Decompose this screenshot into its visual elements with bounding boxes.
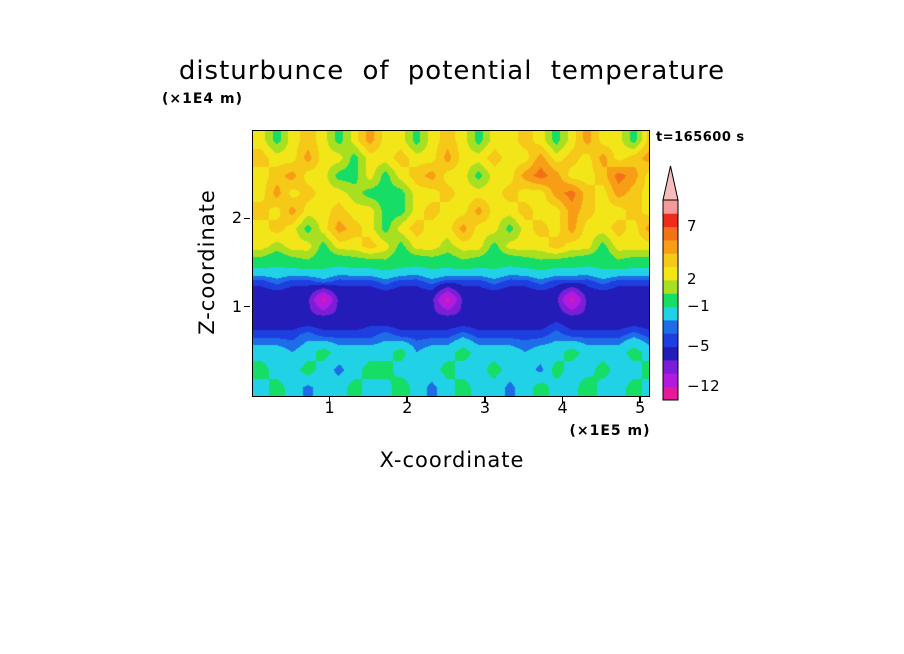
colorbar-segment	[663, 360, 678, 374]
colorbar-segment	[663, 320, 678, 334]
colorbar-segment	[663, 293, 678, 308]
y-axis-units-label: (×1E4 m)	[162, 91, 244, 107]
colorbar-level-label: −12	[687, 376, 721, 395]
colorbar-segment	[663, 253, 678, 268]
plot-area	[252, 130, 650, 397]
contour-field-canvas	[253, 131, 649, 396]
y-tick-label: 1	[231, 296, 242, 316]
colorbar-segment	[663, 373, 678, 388]
colorbar-outline	[662, 199, 679, 401]
x-tick-mark	[406, 397, 409, 403]
colorbar-segment	[663, 333, 678, 348]
x-axis-title: X-coordinate	[379, 448, 525, 472]
x-tick-label: 5	[635, 398, 646, 417]
colorbar-segment	[663, 213, 678, 228]
colorbar-level-label: 2	[687, 270, 698, 288]
x-tick-mark	[639, 397, 642, 403]
chart-title: disturbunce of potential temperature	[178, 56, 726, 86]
colorbar-arrow	[662, 165, 679, 201]
colorbar-segment	[663, 240, 678, 254]
colorbar-level-label: −1	[687, 296, 711, 315]
colorbar-segment	[663, 266, 678, 281]
x-tick-label: 4	[557, 398, 568, 417]
x-tick-mark	[484, 397, 486, 403]
x-tick-label: 3	[479, 398, 491, 417]
colorbar-level-label: −5	[687, 336, 711, 355]
y-tick-label: 2	[231, 208, 242, 228]
colorbar-segment	[663, 226, 678, 241]
y-axis-title: Z-coordinate	[195, 189, 219, 335]
colorbar-segment	[663, 280, 678, 294]
x-tick-label: 2	[402, 398, 413, 417]
colorbar-segment	[663, 200, 678, 214]
colorbar-segment	[663, 306, 678, 321]
colorbar-level-label: 7	[687, 216, 698, 235]
colorbar-segment	[663, 386, 678, 401]
x-axis-units-label: (×1E5 m)	[569, 423, 651, 439]
y-tick-mark	[244, 305, 250, 308]
y-tick-mark	[244, 217, 250, 220]
x-tick-label: 1	[324, 398, 335, 417]
x-tick-mark	[561, 397, 564, 403]
x-tick-mark	[328, 397, 331, 403]
colorbar-segment	[663, 346, 678, 361]
time-annotation: t=165600 s	[656, 130, 745, 145]
